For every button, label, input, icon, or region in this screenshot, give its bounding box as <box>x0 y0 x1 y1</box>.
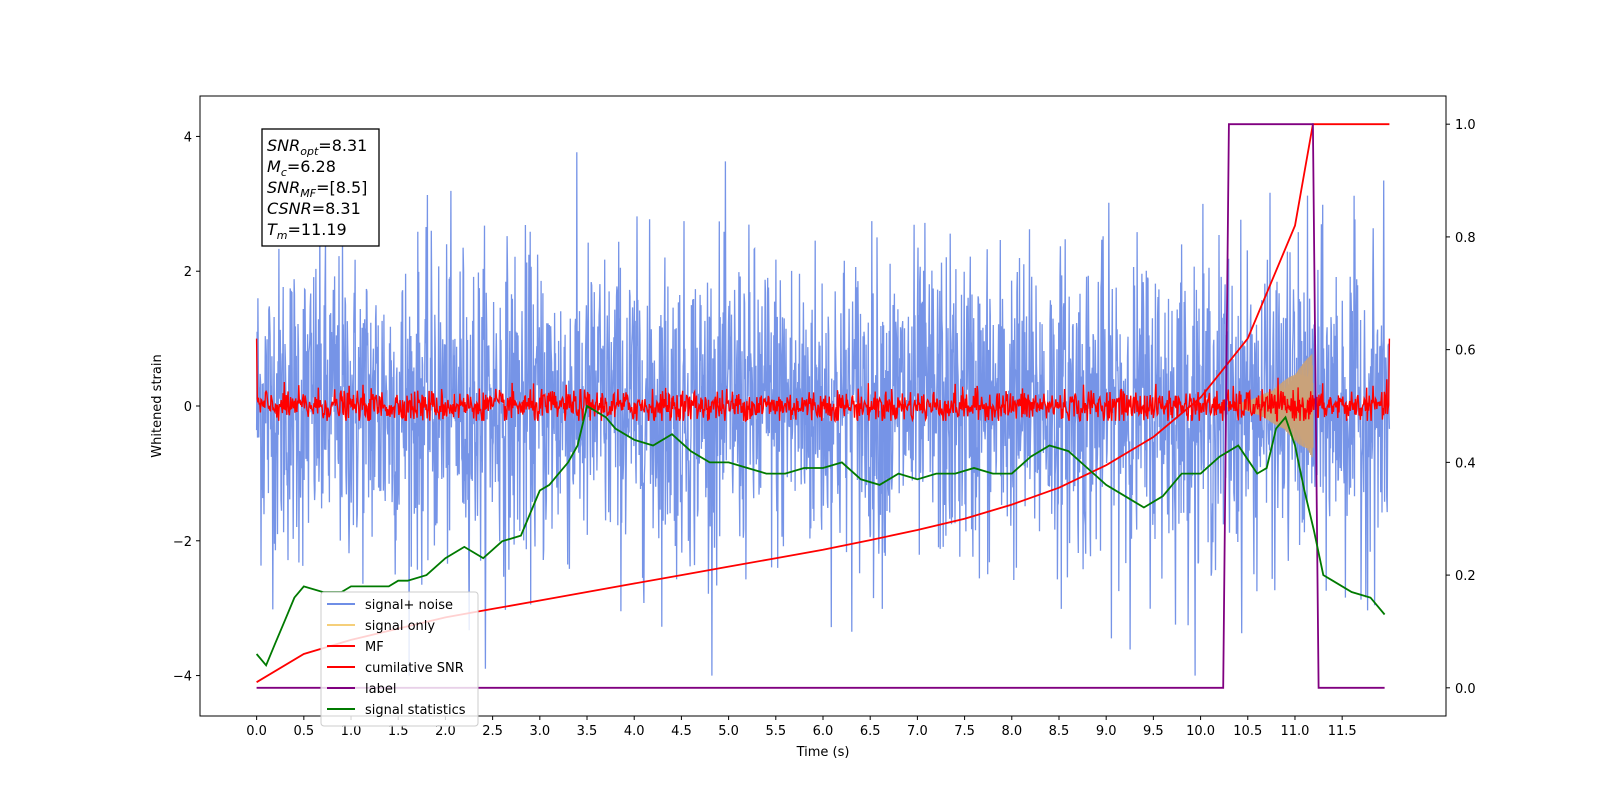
x-tick-label: 4.5 <box>671 724 692 739</box>
x-tick-label: 5.0 <box>718 724 739 739</box>
x-tick-label: 2.0 <box>435 724 456 739</box>
x-tick-label: 10.5 <box>1233 724 1262 739</box>
x-tick-label: 7.5 <box>954 724 975 739</box>
x-tick-label: 1.0 <box>341 724 362 739</box>
signal-statistics-line <box>255 404 1386 668</box>
x-tick-label: 9.5 <box>1143 724 1164 739</box>
x-tick-label: 3.0 <box>529 724 550 739</box>
x-tick-label: 0.5 <box>293 724 314 739</box>
annotation-frame <box>261 128 380 247</box>
y2-tick-label: 0.4 <box>1455 456 1476 471</box>
x-tick-label: 8.0 <box>1001 724 1022 739</box>
annotation-line: SNRopt=8.31 <box>267 136 367 158</box>
x-tick-label: 7.0 <box>907 724 928 739</box>
signal-noise-series <box>255 152 1391 676</box>
x-tick-label: 6.5 <box>860 724 881 739</box>
annotation-line: SNRMF=[8.5] <box>267 178 367 200</box>
legend: signal+ noise signal only MF cumilative SNR… <box>320 591 479 727</box>
x-tick-label: 11.5 <box>1328 724 1357 739</box>
y2-tick-label: 0.6 <box>1455 344 1476 359</box>
legend-entry-label: label <box>365 682 396 697</box>
y2-axis-ticks: 1.0 0.8 0.6 0.4 0.2 0.0 <box>1446 118 1476 697</box>
y-tick-label: 2 <box>184 265 192 280</box>
x-tick-label: 8.5 <box>1049 724 1070 739</box>
x-tick-label: 10.0 <box>1186 724 1215 739</box>
mf-line <box>255 338 1391 424</box>
y-axis-ticks: 4 2 0 −2 −4 <box>173 130 200 685</box>
legend-entry-label: signal+ noise <box>365 598 453 613</box>
x-tick-label: 5.5 <box>765 724 786 739</box>
y-tick-label: 4 <box>184 130 192 145</box>
legend-frame <box>320 591 479 727</box>
x-tick-label: 3.5 <box>577 724 598 739</box>
label-line <box>256 123 1385 689</box>
x-tick-label: 11.0 <box>1280 724 1309 739</box>
label-series <box>256 123 1385 689</box>
y-tick-label: −4 <box>173 670 192 685</box>
x-axis-label: Time (s) <box>796 745 850 760</box>
y-tick-label: −2 <box>173 535 192 550</box>
legend-entry-label: signal only <box>365 619 435 634</box>
legend-entry-label: signal statistics <box>365 703 466 718</box>
x-axis-ticks: 0.0 0.5 1.0 1.5 2.0 2.5 3.0 3.5 4.0 4.5 5.0 5.5 6.0 6… <box>246 716 1357 739</box>
legend-entry-label: MF <box>365 640 384 655</box>
y-axis-label: Whitened strain <box>150 354 165 457</box>
y2-tick-label: 0.8 <box>1455 231 1476 246</box>
annotation-line: Mc=6.28 <box>267 157 336 179</box>
y2-tick-label: 0.0 <box>1455 682 1476 697</box>
y2-tick-label: 0.2 <box>1455 569 1476 584</box>
x-tick-label: 4.0 <box>624 724 645 739</box>
y-tick-label: 0 <box>184 400 192 415</box>
x-tick-label: 2.5 <box>482 724 503 739</box>
legend-entry-label: cumilative SNR <box>365 661 464 676</box>
x-tick-label: 6.0 <box>813 724 834 739</box>
y2-tick-label: 1.0 <box>1455 118 1476 133</box>
annotation-line: Tm=11.19 <box>267 220 347 242</box>
x-tick-label: 9.0 <box>1096 724 1117 739</box>
annotation-line: CSNR=8.31 <box>267 199 361 218</box>
signal-statistics-series <box>255 404 1386 668</box>
x-tick-label: 0.0 <box>246 724 267 739</box>
x-tick-label: 1.5 <box>388 724 409 739</box>
signal-noise-line <box>255 152 1391 676</box>
mf-series <box>255 338 1391 424</box>
